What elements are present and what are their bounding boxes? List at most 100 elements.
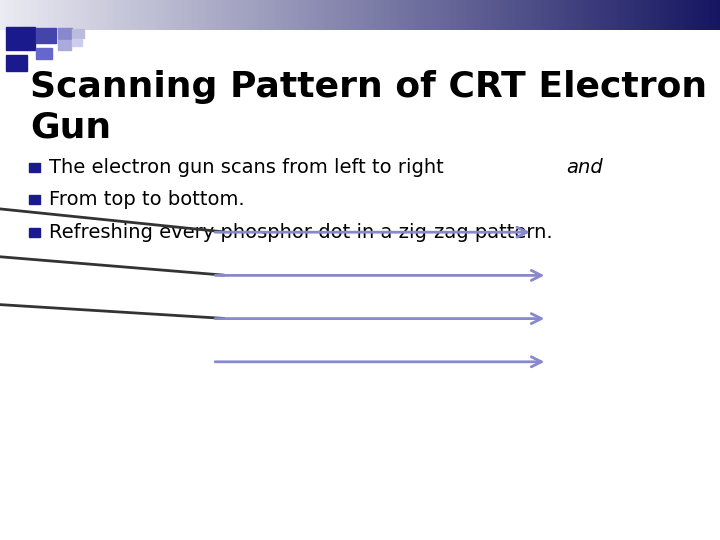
Bar [257,0,259,30]
Text: From top to bottom.: From top to bottom. [49,190,245,210]
Bar [125,0,127,30]
Bar [77,0,79,30]
Bar [74,0,77,30]
Bar [324,0,326,30]
Bar [629,0,631,30]
Bar [293,0,295,30]
Bar [394,0,396,30]
Bar [72,29,84,38]
Bar [621,0,624,30]
Bar [703,0,706,30]
Bar [502,0,504,30]
Bar [389,0,391,30]
Bar [254,0,257,30]
Bar [182,0,185,30]
Bar [362,0,365,30]
Bar [106,0,108,30]
Bar [718,0,720,30]
Bar [199,0,202,30]
Bar [245,0,247,30]
Bar [715,0,718,30]
Text: The electron gun scans from left to right: The electron gun scans from left to righ… [49,158,450,177]
Bar [6,27,35,50]
Bar [605,0,607,30]
Bar [326,0,329,30]
Bar [564,0,567,30]
Bar [300,0,302,30]
Bar [310,0,312,30]
Bar [166,0,168,30]
Bar [79,0,81,30]
Bar [430,0,432,30]
Bar [374,0,377,30]
Bar [662,0,665,30]
Bar [434,0,437,30]
Bar [626,0,629,30]
Bar [581,0,583,30]
Bar [271,0,274,30]
Bar [341,0,343,30]
Bar [578,0,581,30]
Bar [549,0,552,30]
Bar [45,0,48,30]
Bar [137,0,139,30]
Bar [711,0,713,30]
Bar [432,0,434,30]
Bar [542,0,545,30]
Bar [243,0,245,30]
Bar [115,0,117,30]
Bar [29,163,40,172]
Bar [12,0,14,30]
Bar [238,0,240,30]
Bar [192,0,194,30]
Bar [336,0,338,30]
Bar [576,0,578,30]
Bar [189,0,192,30]
Bar [379,0,382,30]
Bar [225,0,228,30]
Bar [403,0,405,30]
Bar [598,0,600,30]
Bar [89,0,91,30]
Bar [353,0,355,30]
Bar [156,0,158,30]
Bar [58,28,72,39]
Bar [113,0,115,30]
Bar [463,0,466,30]
Bar [36,28,56,43]
Bar [696,0,698,30]
Bar [396,0,398,30]
Bar [639,0,641,30]
Bar [511,0,513,30]
Bar [454,0,456,30]
Bar [461,0,463,30]
Bar [583,0,585,30]
Bar [535,0,538,30]
Bar [72,0,74,30]
Bar [14,0,17,30]
Bar [643,0,646,30]
Bar [144,0,146,30]
Bar [355,0,358,30]
Bar [684,0,686,30]
Bar [307,0,310,30]
Bar [38,0,41,30]
Bar [538,0,540,30]
Bar [247,0,250,30]
Bar [693,0,696,30]
Bar [153,0,156,30]
Bar [207,0,209,30]
Bar [264,0,266,30]
Bar [135,0,137,30]
Bar [571,0,574,30]
Bar [369,0,372,30]
Bar [43,0,45,30]
Bar [19,0,22,30]
Bar [686,0,689,30]
Bar [290,0,293,30]
Bar [650,0,653,30]
Bar [261,0,264,30]
Bar [415,0,418,30]
Bar [67,0,70,30]
Bar [423,0,425,30]
